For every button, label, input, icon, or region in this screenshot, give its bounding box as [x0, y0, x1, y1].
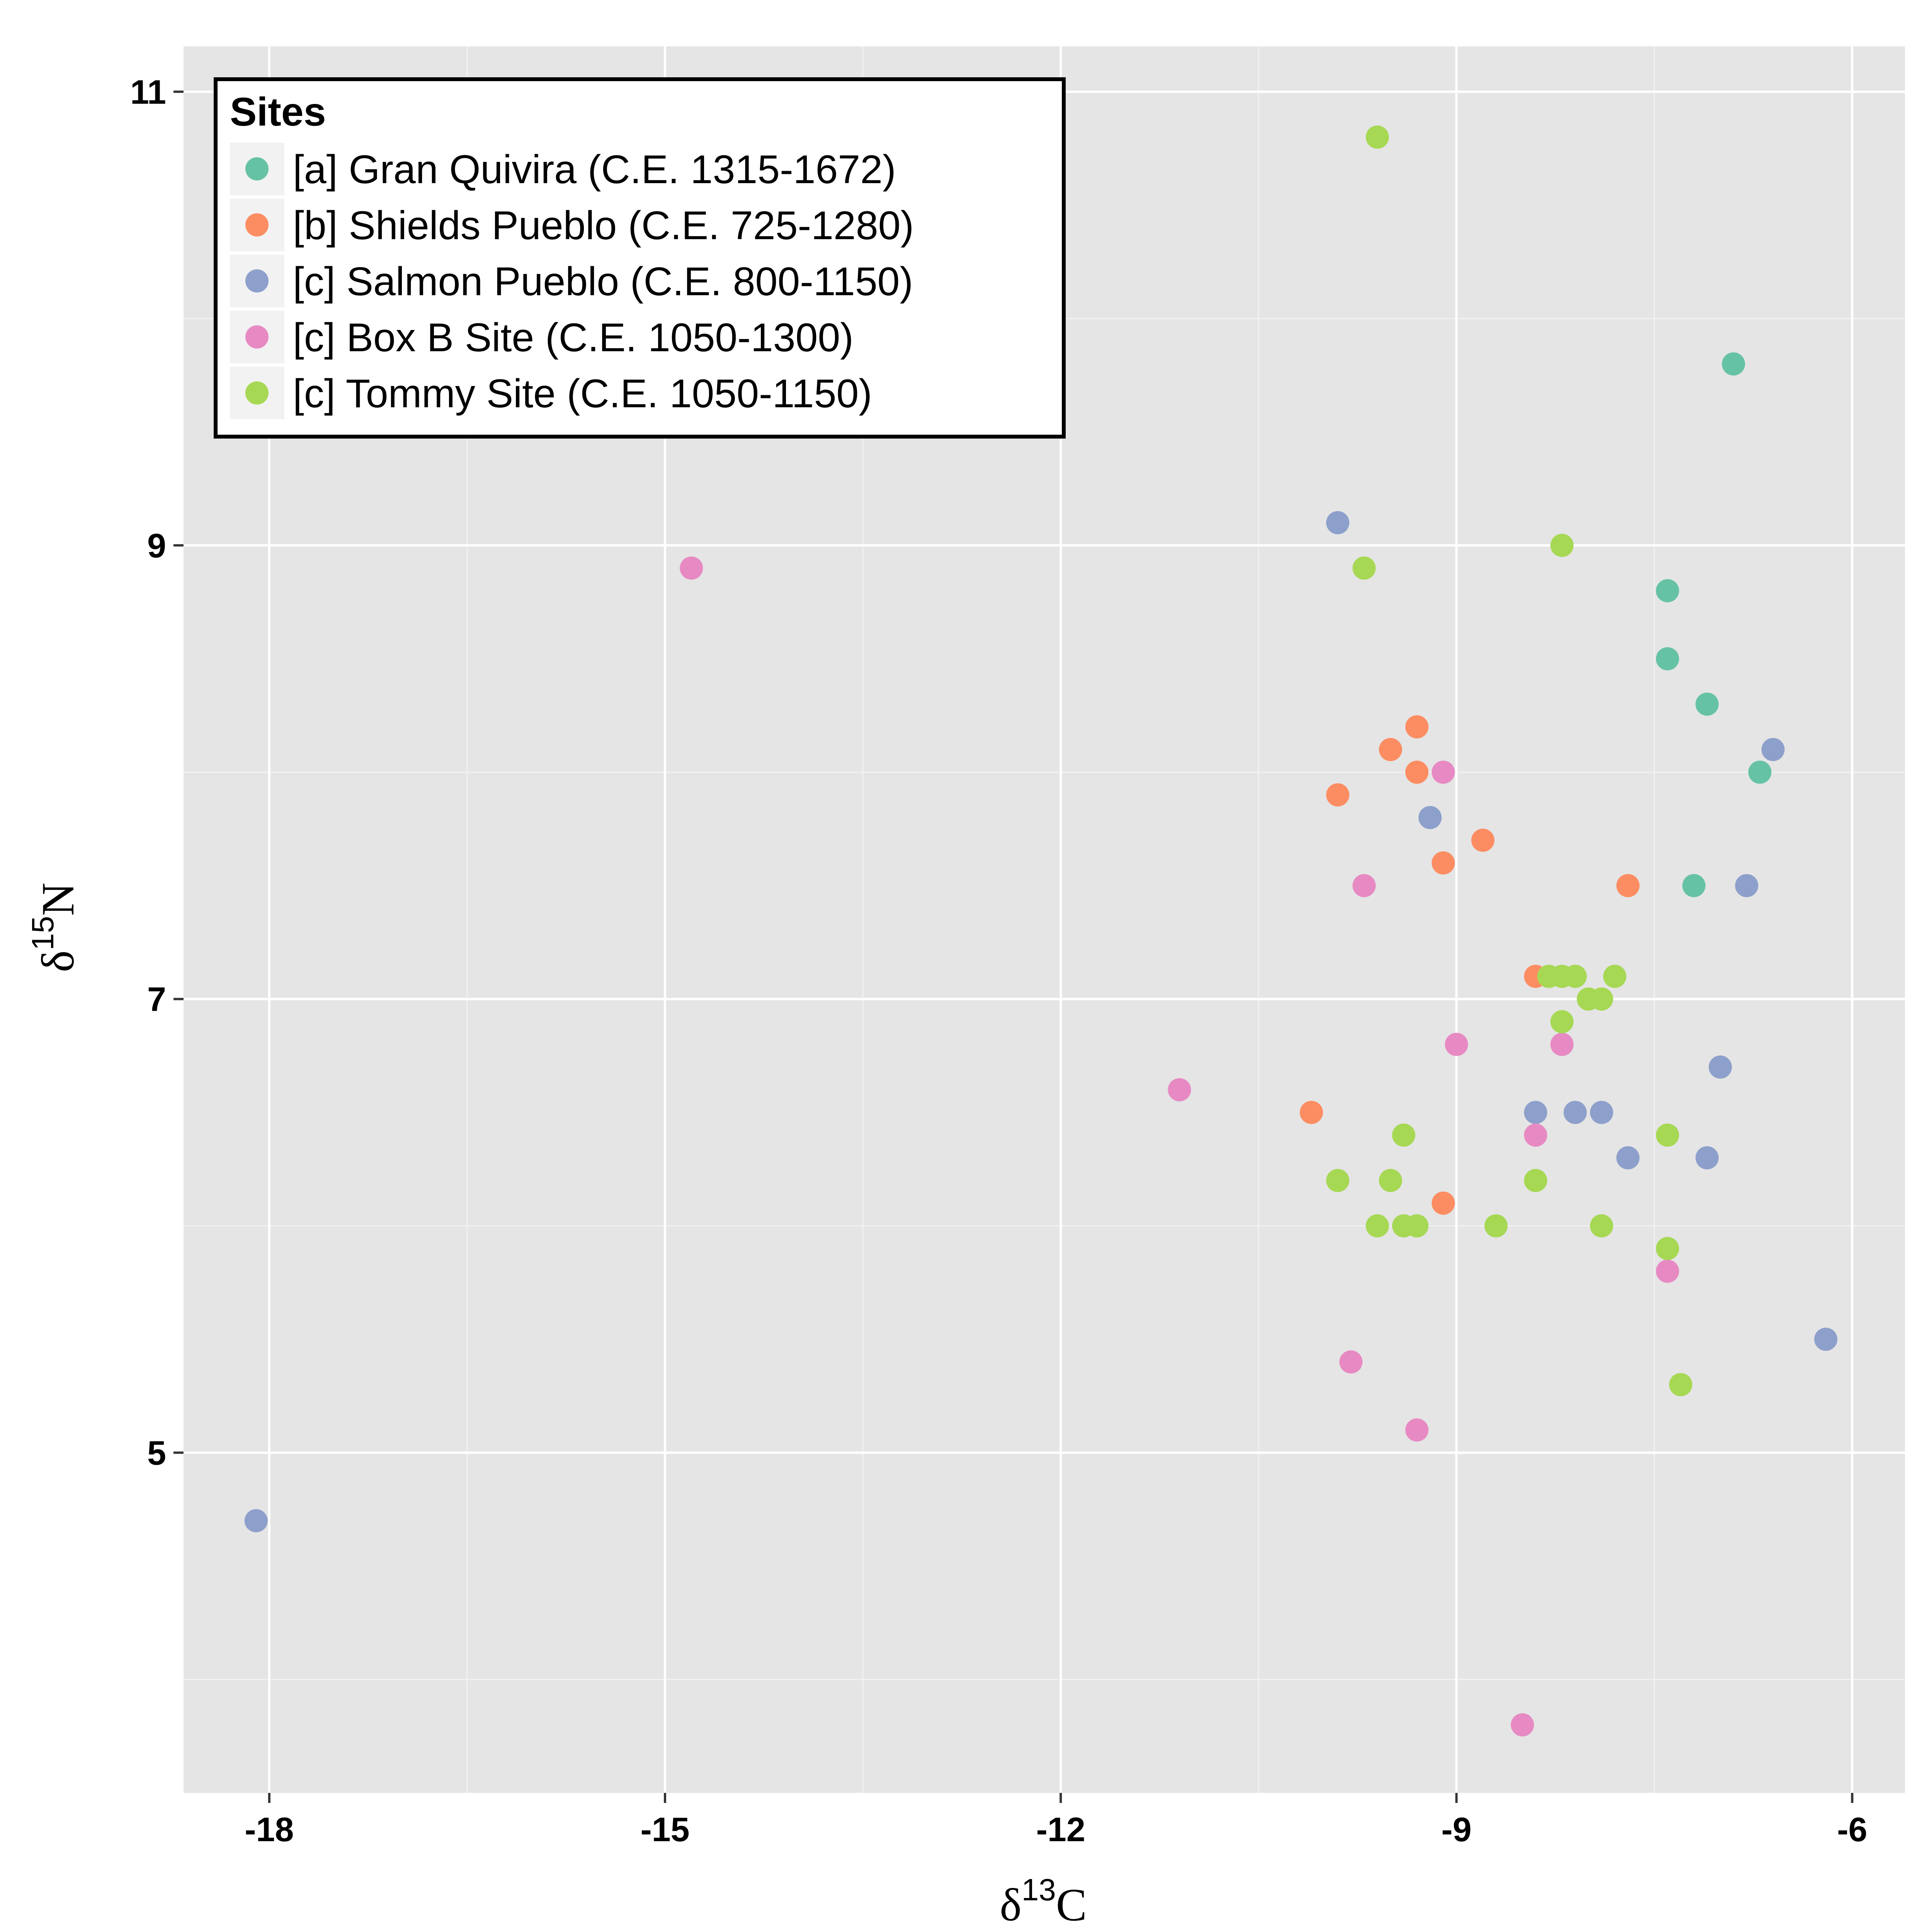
data-point-series-4	[1511, 1713, 1534, 1736]
data-point-series-2	[1432, 851, 1455, 875]
legend-title: Sites	[230, 90, 326, 134]
data-point-series-2	[1326, 783, 1350, 807]
data-point-series-5	[1379, 1169, 1402, 1192]
data-point-series-4	[1168, 1078, 1191, 1102]
x-tick-label: -18	[245, 1810, 294, 1849]
data-point-series-5	[1484, 1214, 1508, 1238]
data-point-series-5	[1405, 1214, 1429, 1238]
x-tick-label: -12	[1036, 1810, 1085, 1849]
data-point-series-3	[1563, 1100, 1587, 1124]
legend-marker	[245, 325, 269, 349]
legend-marker	[245, 213, 269, 236]
data-point-series-5	[1563, 964, 1587, 988]
x-tick-label: -9	[1441, 1810, 1471, 1849]
legend-item: [c] Box B Site (C.E. 1050-1300)	[228, 309, 854, 365]
data-point-series-1	[1656, 647, 1679, 670]
data-point-series-2	[1379, 738, 1402, 761]
legend-label: [c] Salmon Pueblo (C.E. 800-1150)	[293, 259, 913, 304]
legend-marker	[245, 157, 269, 180]
data-point-series-2	[1432, 1191, 1455, 1215]
data-point-series-2	[1471, 828, 1495, 852]
x-tick-label: -15	[640, 1810, 689, 1849]
x-axis-title-symbol: δ	[1000, 1879, 1022, 1930]
legend-item: [a] Gran Quivira (C.E. 1315-1672)	[228, 141, 896, 197]
legend-marker	[245, 269, 269, 293]
data-point-series-5	[1656, 1237, 1679, 1260]
data-point-series-1	[1695, 692, 1719, 716]
y-tick-label: 5	[147, 1434, 166, 1472]
data-point-series-3	[1814, 1327, 1838, 1351]
data-point-series-3	[1761, 738, 1785, 761]
legend-box	[214, 77, 1066, 439]
x-tick-label: -6	[1837, 1810, 1867, 1849]
x-axis-title-superscript: 13	[1022, 1872, 1056, 1907]
data-point-series-5	[1656, 1123, 1679, 1147]
data-point-series-3	[1695, 1146, 1719, 1170]
data-point-series-3	[1590, 1100, 1613, 1124]
legend-label: [c] Box B Site (C.E. 1050-1300)	[293, 315, 854, 360]
y-tick-label: 7	[147, 980, 166, 1018]
legend-label: [b] Shields Pueblo (C.E. 725-1280)	[293, 203, 914, 248]
data-point-series-5	[1326, 1169, 1350, 1192]
data-point-series-1	[1722, 352, 1745, 376]
data-point-series-3	[1616, 1146, 1640, 1170]
x-axis-tick-labels: -18 -15 -12 -9 -6	[245, 1810, 1867, 1849]
data-point-series-2	[1405, 760, 1429, 784]
legend-marker	[245, 381, 269, 405]
data-point-series-5	[1590, 987, 1613, 1011]
data-point-series-2	[1616, 874, 1640, 897]
legend-item: [c] Salmon Pueblo (C.E. 800-1150)	[228, 253, 913, 309]
data-point-series-5	[1366, 1214, 1389, 1238]
data-point-series-1	[1682, 874, 1706, 897]
data-point-series-4	[1405, 1418, 1429, 1442]
data-points	[244, 125, 1838, 1736]
data-point-series-4	[1339, 1350, 1363, 1374]
legend: Sites [a] Gran Quivira (C.E. 1315-1672)[…	[214, 77, 1066, 439]
data-point-series-3	[1418, 806, 1442, 829]
data-point-series-5	[1669, 1373, 1692, 1396]
legend-items: [a] Gran Quivira (C.E. 1315-1672) [b] Shi…	[228, 141, 914, 421]
data-point-series-5	[1352, 556, 1376, 580]
data-point-series-2	[1299, 1100, 1323, 1124]
data-point-series-4	[1656, 1259, 1679, 1283]
data-point-series-4	[1352, 874, 1376, 897]
legend-item: [c] Tommy Site (C.E. 1050-1150)	[228, 365, 872, 421]
y-axis-title-superscript: 15	[26, 916, 60, 951]
data-point-series-3	[1326, 511, 1350, 534]
data-point-series-4	[1445, 1032, 1468, 1056]
data-point-series-3	[1709, 1055, 1732, 1079]
data-point-series-3	[1735, 874, 1759, 897]
data-point-series-4	[1524, 1123, 1548, 1147]
data-point-series-5	[1524, 1169, 1548, 1192]
y-tick-label: 11	[130, 73, 166, 111]
data-point-series-4	[1550, 1032, 1574, 1056]
y-axis-title: δ15N	[26, 883, 83, 972]
legend-item: [b] Shields Pueblo (C.E. 725-1280)	[228, 197, 914, 253]
data-point-series-5	[1590, 1214, 1613, 1238]
data-point-series-2	[1405, 715, 1429, 739]
legend-label: [c] Tommy Site (C.E. 1050-1150)	[293, 371, 872, 416]
data-point-series-4	[680, 556, 703, 580]
data-point-series-5	[1550, 1010, 1574, 1034]
y-axis-title-main: N	[32, 883, 83, 916]
y-axis-tick-labels: 5 7 9 11	[130, 73, 166, 1472]
data-point-series-5	[1603, 964, 1626, 988]
data-point-series-1	[1656, 579, 1679, 602]
x-axis-title: δ13C	[1000, 1872, 1087, 1930]
data-point-series-5	[1392, 1123, 1415, 1147]
x-axis-title-main: C	[1056, 1879, 1087, 1930]
data-point-series-5	[1550, 534, 1574, 557]
data-point-series-1	[1748, 760, 1772, 784]
y-axis-title-symbol: δ	[32, 951, 83, 973]
data-point-series-5	[1366, 125, 1389, 149]
y-tick-label: 9	[147, 526, 166, 565]
data-point-series-4	[1432, 760, 1455, 784]
data-point-series-3	[1524, 1100, 1548, 1124]
axis-ticks	[173, 90, 1854, 1803]
legend-label: [a] Gran Quivira (C.E. 1315-1672)	[293, 147, 896, 192]
data-point-series-3	[244, 1509, 268, 1532]
